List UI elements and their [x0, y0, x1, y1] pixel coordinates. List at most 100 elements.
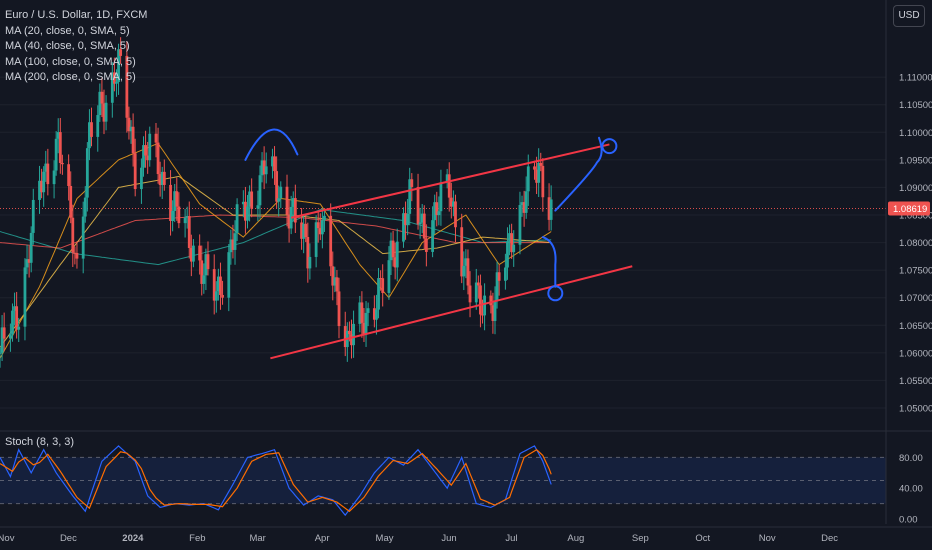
candle-body [329, 215, 333, 267]
candle-body [352, 323, 355, 346]
candle-body [42, 171, 46, 193]
candle-body [189, 248, 193, 262]
candle-body [435, 202, 439, 216]
candle-body [187, 216, 191, 249]
candle-body [250, 191, 254, 209]
candle-body [0, 352, 2, 354]
candle-body [102, 103, 106, 122]
candle-body [314, 222, 318, 257]
price-tick-label: 1.07000 [899, 293, 932, 304]
time-tick-label: Nov [0, 533, 15, 544]
candle-body [233, 233, 237, 250]
candle-body [119, 49, 123, 56]
candle-body [431, 220, 435, 252]
time-tick-label: Jul [505, 533, 517, 544]
currency-button[interactable]: USD [893, 5, 925, 27]
candle-body [175, 191, 179, 207]
price-tick-label: 1.10000 [899, 128, 932, 139]
candle-body [171, 210, 175, 221]
candle-body [100, 91, 104, 104]
candle-body [148, 133, 152, 161]
candle-body [212, 269, 216, 301]
candle-body [333, 277, 337, 286]
time-tick-label: May [376, 533, 394, 544]
candle-body [277, 198, 281, 202]
candle-body [154, 133, 158, 143]
stoch-tick-label: 0.00 [899, 515, 918, 526]
stoch-legend[interactable]: Stoch (8, 3, 3) [5, 436, 75, 448]
ma100-legend[interactable]: MA (100, close, 0, SMA, 5) [5, 55, 136, 68]
candle-body [17, 326, 21, 330]
price-tick-label: 1.10500 [899, 100, 932, 111]
candle-body [248, 191, 251, 207]
price-tick-label: 1.08000 [899, 238, 932, 249]
candle-body [506, 241, 509, 268]
candle-body [379, 278, 383, 280]
hand-drawings[interactable] [244, 128, 618, 302]
candle-body [206, 254, 210, 270]
candle-body [466, 258, 470, 286]
stoch-tick-label: 80.00 [899, 453, 923, 464]
candle-body [439, 182, 443, 212]
ma40-legend[interactable]: MA (40, close, 0, SMA, 5) [5, 40, 130, 52]
candle-body [38, 180, 41, 200]
candle-body [258, 175, 262, 206]
candle-body [81, 216, 85, 259]
candle-body [445, 174, 449, 183]
candle-body [495, 272, 499, 302]
candle-body [85, 148, 89, 198]
candle-body [518, 205, 522, 245]
candle-body [256, 205, 260, 209]
candle-body [512, 244, 516, 253]
candle-body [300, 222, 303, 239]
candle-body [162, 171, 166, 185]
candle-body [449, 197, 453, 207]
candle-body [508, 233, 511, 242]
arc-drawing [244, 128, 299, 161]
candle-body [241, 201, 245, 205]
candle-body [173, 191, 177, 211]
time-tick-label: Nov [759, 533, 776, 544]
price-tick-label: 1.09000 [899, 183, 932, 194]
candle-body [287, 214, 291, 229]
price-tick-label: 1.05500 [899, 376, 932, 387]
time-tick-label: Apr [315, 533, 330, 544]
price-tick-label: 1.05000 [899, 403, 932, 414]
candle-body [133, 153, 137, 190]
candle-body [395, 241, 399, 268]
channel-upper-line[interactable] [290, 143, 610, 219]
symbol-title[interactable]: Euro / U.S. Dollar, 1D, FXCM [5, 9, 148, 21]
candle-body [260, 160, 264, 176]
candle-body [0, 327, 4, 353]
candle-body [404, 213, 407, 226]
price-tick-label: 1.06500 [899, 321, 932, 332]
candle-body [377, 278, 380, 310]
candle-body [331, 266, 335, 286]
candle-body [129, 126, 133, 132]
candle-body [96, 115, 100, 137]
candle-body [350, 334, 353, 346]
candle-body [451, 201, 455, 207]
candle-body [214, 291, 218, 301]
ma20-legend[interactable]: MA (20, close, 0, SMA, 5) [5, 24, 130, 37]
candle-body [67, 164, 71, 186]
ma200-legend[interactable]: MA (200, close, 0, SMA, 5) [5, 71, 136, 83]
moving-averages [0, 142, 886, 359]
channel-lines[interactable] [270, 143, 633, 360]
candle-body [216, 276, 220, 292]
candle-body [71, 217, 75, 253]
ma20-line [0, 142, 552, 359]
price-tick-label: 1.09500 [899, 155, 932, 166]
time-tick-label: Jun [441, 533, 456, 544]
time-tick-label: Mar [249, 533, 265, 544]
price-tick-label: 1.08500 [899, 211, 932, 222]
candle-body [219, 276, 222, 295]
candle-body [391, 240, 395, 258]
candle-body [520, 202, 524, 206]
candle-body [464, 258, 468, 266]
candle-body [389, 240, 393, 261]
channel-lower-line[interactable] [270, 265, 633, 360]
candle-body [418, 222, 422, 225]
